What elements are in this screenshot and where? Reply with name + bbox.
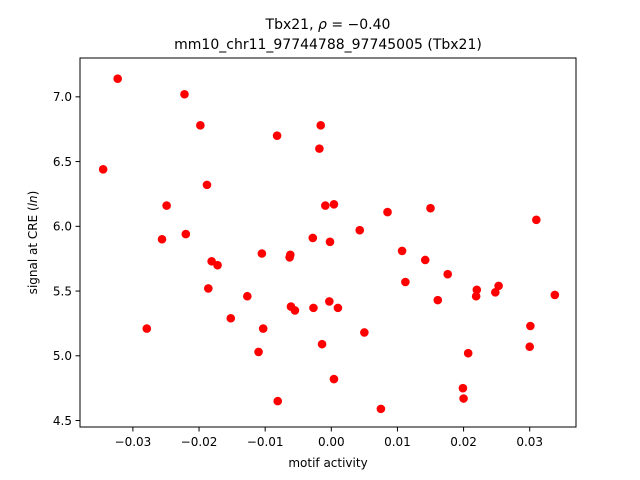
y-tick-label-2: 5.5 — [53, 284, 72, 298]
y-tick-label-3: 6.0 — [53, 220, 72, 234]
data-point-9 — [204, 284, 213, 293]
data-point-51 — [525, 342, 535, 352]
data-point-47 — [471, 291, 481, 301]
y-tick-label-1: 5.0 — [53, 349, 72, 363]
data-point-15 — [257, 249, 267, 258]
data-point-3 — [157, 234, 167, 244]
data-point-22 — [290, 306, 300, 315]
data-point-13 — [243, 291, 252, 301]
data-point-42 — [433, 295, 443, 305]
x-axis-label: motif activity — [288, 456, 367, 470]
y-axis-ticks: 4.5 5.0 5.5 6.0 6.5 7.0 — [53, 90, 80, 428]
data-points — [98, 74, 560, 414]
data-point-54 — [550, 290, 560, 300]
y-axis-label-italic: ln — [26, 195, 40, 206]
data-point-25 — [315, 144, 324, 153]
data-point-26 — [316, 121, 326, 130]
data-point-37 — [383, 207, 392, 217]
rho-symbol: ρ — [318, 17, 327, 33]
data-point-12 — [226, 313, 236, 323]
data-point-40 — [420, 255, 430, 265]
data-point-18 — [273, 396, 283, 406]
x-tick-label-5: 0.02 — [450, 435, 477, 449]
data-point-31 — [329, 200, 339, 209]
data-point-49 — [491, 288, 500, 297]
data-point-24 — [309, 303, 318, 313]
chart-title-line1: Tbx21, ρ = −0.40 — [265, 17, 391, 33]
data-point-48 — [472, 285, 482, 295]
data-point-5 — [180, 89, 189, 99]
data-point-11 — [213, 260, 222, 270]
data-point-7 — [196, 121, 205, 130]
data-point-27 — [317, 339, 327, 349]
data-point-8 — [202, 180, 212, 190]
data-point-53 — [532, 215, 541, 225]
x-tick-label-2: −0.01 — [247, 435, 284, 449]
plot-area-frame — [79, 57, 577, 428]
x-tick-label-0: −0.03 — [115, 435, 152, 449]
y-tick-label-0: 4.5 — [53, 414, 72, 428]
data-point-17 — [272, 131, 282, 140]
data-point-30 — [325, 237, 335, 247]
data-point-32 — [329, 374, 339, 384]
data-point-46 — [463, 348, 473, 358]
data-point-6 — [181, 229, 191, 239]
y-tick-label-4: 6.5 — [53, 155, 72, 169]
data-point-28 — [321, 201, 330, 210]
data-point-39 — [401, 277, 410, 287]
data-point-16 — [258, 324, 268, 333]
data-point-4 — [162, 201, 171, 210]
data-point-2 — [142, 324, 152, 333]
data-point-23 — [308, 233, 318, 243]
y-axis-label: signal at CRE (ln) — [26, 191, 40, 295]
data-point-50 — [494, 281, 503, 291]
data-point-41 — [426, 203, 435, 213]
data-point-38 — [397, 246, 407, 256]
x-tick-label-1: −0.02 — [181, 435, 218, 449]
data-point-0 — [98, 165, 108, 174]
data-point-20 — [286, 250, 295, 260]
data-point-34 — [355, 225, 365, 235]
data-point-1 — [113, 74, 122, 84]
data-point-43 — [443, 269, 453, 279]
y-tick-label-5: 7.0 — [53, 90, 72, 104]
data-point-14 — [254, 347, 263, 357]
x-tick-label-6: 0.03 — [516, 435, 543, 449]
x-axis-ticks: −0.03 −0.02 −0.01 0.00 0.01 0.02 0.03 — [115, 427, 543, 449]
chart-title-line2: mm10_chr11_97744788_97745005 (Tbx21) — [174, 37, 482, 53]
data-point-36 — [376, 404, 386, 414]
data-point-35 — [360, 328, 369, 337]
x-tick-label-3: 0.00 — [318, 435, 345, 449]
x-tick-label-4: 0.01 — [384, 435, 411, 449]
data-point-33 — [333, 303, 343, 313]
data-point-44 — [458, 383, 468, 393]
data-point-52 — [526, 321, 535, 331]
data-point-45 — [459, 394, 468, 403]
data-point-29 — [325, 297, 334, 306]
